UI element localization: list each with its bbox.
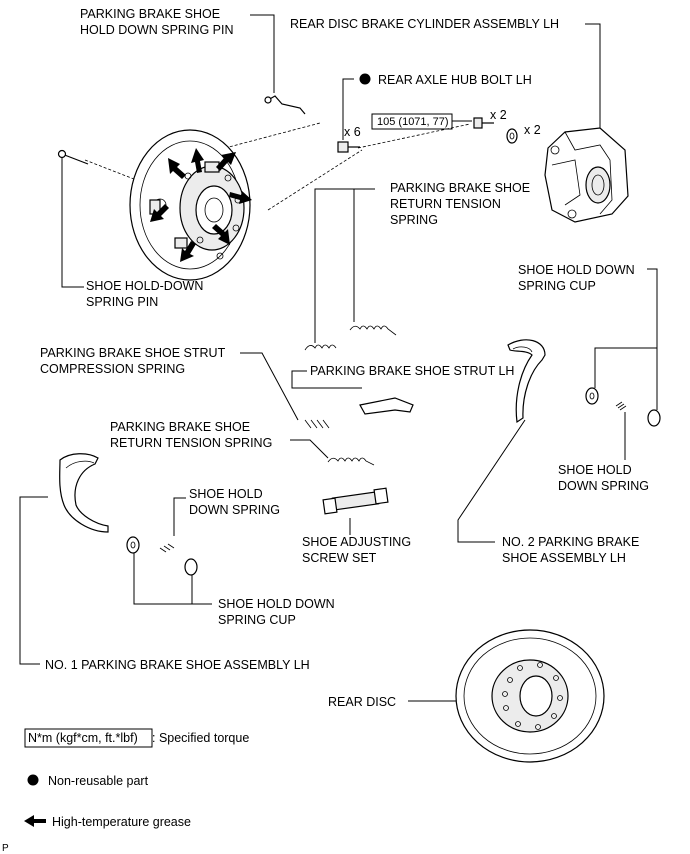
label-strut: PARKING BRAKE SHOE STRUT LH	[310, 364, 514, 378]
label-hub-bolt: REAR AXLE HUB BOLT LH	[378, 73, 532, 87]
label-hold-spring-right-1: SHOE HOLD	[558, 463, 632, 477]
parking-brake-strut	[359, 397, 414, 415]
grease-arrows	[150, 148, 252, 262]
legend-torque-unit: N*m (kgf*cm, ft.*lbf)	[28, 731, 138, 745]
no1-parking-brake-shoe	[59, 453, 109, 533]
return-tension-spring-lower	[327, 457, 375, 466]
label-return-spring-upper-1: PARKING BRAKE SHOE	[390, 181, 530, 195]
label-adjuster-1: SHOE ADJUSTING	[302, 535, 411, 549]
spring-cup-right-2	[647, 409, 661, 427]
legend-grease-arrow-icon	[24, 815, 46, 827]
label-hold-spring-right-2: DOWN SPRING	[558, 479, 649, 493]
legend-nonreusable: Non-reusable part	[48, 774, 149, 788]
label-adjuster-2: SCREW SET	[302, 551, 377, 565]
label-shoe2-1: NO. 2 PARKING BRAKE	[502, 535, 639, 549]
label-cylinder: REAR DISC BRAKE CYLINDER ASSEMBLY LH	[290, 17, 559, 31]
label-return-spring-lower-2: RETURN TENSION SPRING	[110, 436, 272, 450]
label-strut-spring-1: PARKING BRAKE SHOE STRUT	[40, 346, 226, 360]
labels: PARKING BRAKE SHOE HOLD DOWN SPRING PIN …	[40, 7, 649, 709]
cylinder-bolt	[473, 117, 494, 129]
label-shoe2-2: SHOE ASSEMBLY LH	[502, 551, 626, 565]
label-hold-pin-1: SHOE HOLD-DOWN	[86, 279, 203, 293]
spring-cup-left-1	[126, 536, 140, 554]
leader-lines	[19, 14, 658, 702]
spring-cup-right-1	[585, 387, 599, 405]
label-cup-right-2: SPRING CUP	[518, 279, 596, 293]
legend-grease: High-temperature grease	[52, 815, 191, 829]
rear-disc	[455, 629, 605, 763]
label-hold-spring-left-1: SHOE HOLD	[189, 487, 263, 501]
spring-cup-left-2	[184, 558, 198, 576]
hold-down-pin-top	[264, 95, 306, 115]
brake-cylinder-caliper	[544, 127, 629, 223]
hub-bolt	[337, 141, 360, 153]
label-cup-left-1: SHOE HOLD DOWN	[218, 597, 335, 611]
no2-parking-brake-shoe	[507, 339, 546, 424]
legend-torque-box	[24, 728, 153, 748]
label-cup-left-2: SPRING CUP	[218, 613, 296, 627]
label-qty-x2-bolt: x 2	[490, 108, 507, 122]
nonreusable-dot-icon	[359, 73, 371, 85]
label-strut-spring-2: COMPRESSION SPRING	[40, 362, 185, 376]
label-hold-pin-2: SPRING PIN	[86, 295, 158, 309]
cylinder-washer	[506, 128, 518, 144]
hold-down-pin-left	[57, 149, 89, 165]
return-tension-spring-upper	[304, 325, 397, 351]
label-qty-x2-washer: x 2	[524, 123, 541, 137]
footer-code: P	[2, 843, 9, 854]
label-torque-value: 105 (1071, 77)	[377, 116, 449, 128]
label-return-spring-lower-1: PARKING BRAKE SHOE	[110, 420, 250, 434]
label-pin-top-1: PARKING BRAKE SHOE	[80, 7, 220, 21]
label-hold-spring-left-2: DOWN SPRING	[189, 503, 280, 517]
legend-nonreusable-icon	[27, 774, 39, 786]
label-return-spring-upper-3: SPRING	[390, 213, 438, 227]
label-pin-top-2: HOLD DOWN SPRING PIN	[80, 23, 234, 37]
label-cup-right-1: SHOE HOLD DOWN	[518, 263, 635, 277]
label-shoe1: NO. 1 PARKING BRAKE SHOE ASSEMBLY LH	[45, 658, 310, 672]
strut-compression-spring	[304, 419, 330, 429]
hold-down-spring-left	[159, 543, 175, 553]
shoe-adjusting-screw-set	[322, 487, 389, 515]
label-qty-x6: x 6	[344, 125, 361, 139]
label-return-spring-upper-2: RETURN TENSION	[390, 197, 501, 211]
label-rear-disc: REAR DISC	[328, 695, 396, 709]
hold-down-spring-right	[615, 401, 627, 411]
legend: N*m (kgf*cm, ft.*lbf) : Specified torque…	[24, 728, 249, 829]
legend-torque-desc: : Specified torque	[152, 731, 249, 745]
